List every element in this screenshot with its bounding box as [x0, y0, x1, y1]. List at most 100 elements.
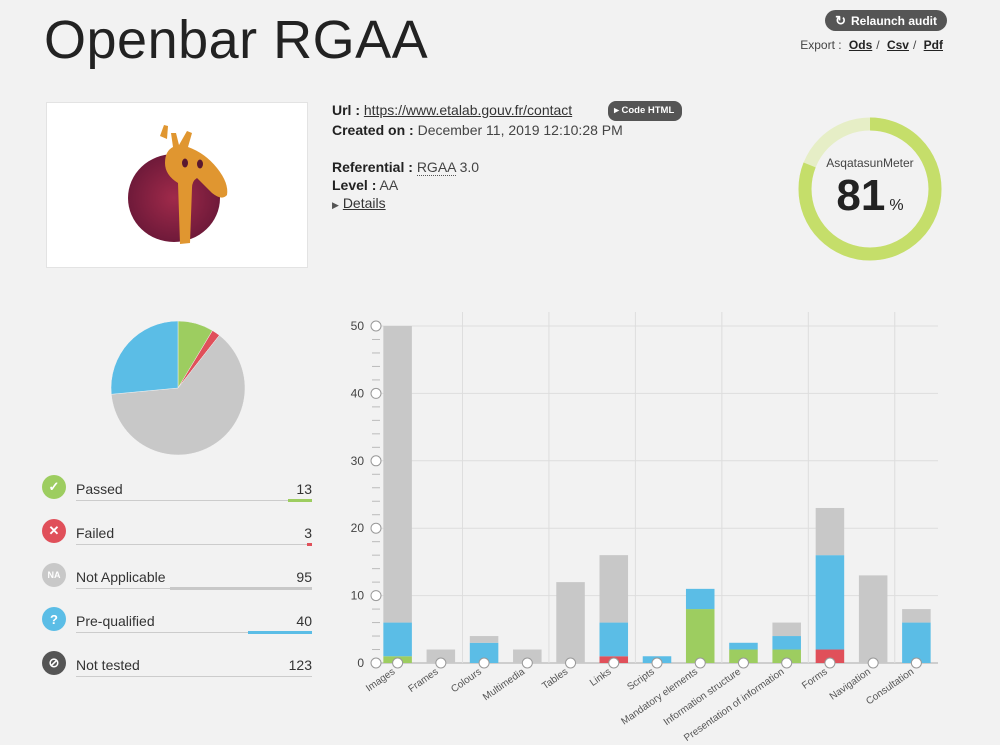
created-value: December 11, 2019 12:10:28 PM	[417, 122, 623, 138]
export-separator: /	[912, 38, 917, 52]
result-proportion-bar	[288, 499, 312, 502]
export-label: Export :	[800, 38, 842, 52]
result-divider	[76, 544, 312, 545]
created-label: Created on :	[332, 122, 414, 138]
bar-not-applicable	[902, 609, 931, 623]
pie-slice-not-applicable	[111, 334, 246, 456]
result-count: 95	[296, 569, 312, 585]
cross-icon: ✕	[42, 519, 66, 543]
result-count: 40	[296, 613, 312, 629]
x-tick-label: Information structure	[662, 666, 744, 728]
x-tick-marker	[651, 657, 663, 669]
x-tick-label: Forms	[800, 666, 830, 691]
result-divider	[76, 676, 312, 677]
url-label: Url :	[332, 102, 360, 118]
x-tick-marker	[478, 657, 490, 669]
x-tick-label: Consultation	[864, 666, 916, 707]
bar-pre-qualified	[772, 636, 801, 650]
result-label: Failed	[76, 525, 115, 541]
y-tick-label: 20	[351, 521, 365, 535]
y-tick-marker	[370, 522, 382, 534]
result-label: Pre-qualified	[76, 613, 155, 629]
level-label: Level :	[332, 177, 377, 193]
code-html-button[interactable]: ▸ Code HTML	[608, 101, 683, 121]
bar-not-applicable	[469, 636, 499, 643]
audit-url-link[interactable]: https://www.etalab.gouv.fr/contact	[363, 102, 573, 118]
x-tick-marker	[824, 657, 836, 669]
not-tested-icon: ⊘	[42, 651, 66, 675]
x-tick-marker	[392, 657, 404, 669]
referential-abbr: RGAA	[416, 159, 456, 176]
x-tick-label: Colours	[449, 666, 484, 695]
site-thumbnail	[46, 102, 308, 268]
y-tick-label: 10	[351, 589, 365, 603]
bar-pre-qualified	[902, 622, 931, 663]
bar-not-applicable	[383, 326, 412, 623]
y-tick-marker	[370, 387, 382, 399]
pie-slice-pre-qualified	[110, 320, 179, 395]
x-tick-label: Multimedia	[481, 666, 527, 703]
results-legend: ✓ Passed 13 ✕ Failed 3 NA Not Applicable 95? Pre-…	[42, 475, 312, 695]
audit-info: Url : https://www.etalab.gouv.fr/contact…	[332, 101, 683, 214]
x-tick-marker	[521, 657, 533, 669]
y-tick-label: 30	[351, 454, 365, 468]
asqatasun-meter: AsqatasunMeter 81%	[796, 115, 944, 263]
bar-not-applicable	[858, 575, 888, 663]
relaunch-audit-button[interactable]: ↻ Relaunch audit	[825, 10, 947, 31]
result-proportion-bar	[170, 587, 312, 590]
result-row: NA Not Applicable 95	[42, 563, 312, 607]
bar-not-applicable	[815, 507, 845, 556]
result-count: 13	[296, 481, 312, 497]
bar-pre-qualified	[685, 588, 715, 610]
x-tick-marker	[608, 657, 620, 669]
x-tick-marker	[565, 657, 577, 669]
check-icon: ✓	[42, 475, 66, 499]
y-tick-label: 50	[351, 319, 365, 333]
triangle-right-icon: ▶	[332, 200, 339, 210]
level-value: AA	[379, 177, 399, 193]
bar-pre-qualified	[815, 555, 845, 650]
export-csv-link[interactable]: Csv	[886, 38, 909, 52]
bar-pre-qualified	[469, 642, 499, 663]
x-tick-label: Frames	[406, 666, 440, 694]
x-tick-marker	[694, 657, 706, 669]
meter-label: AsqatasunMeter	[826, 156, 914, 170]
y-tick-marker	[370, 455, 382, 467]
export-ods-link[interactable]: Ods	[848, 38, 873, 52]
x-tick-label: Images	[364, 666, 397, 694]
export-pdf-link[interactable]: Pdf	[923, 38, 943, 52]
result-label: Not Applicable	[76, 569, 166, 585]
x-tick-label: Scripts	[625, 666, 656, 693]
details-toggle[interactable]: ▶ Details	[332, 194, 682, 214]
result-label: Not tested	[76, 657, 140, 673]
x-tick-marker	[867, 657, 879, 669]
x-tick-marker	[435, 657, 447, 669]
x-tick-label: Mandatory elements	[619, 666, 700, 727]
results-pie-chart	[110, 320, 246, 456]
result-count: 3	[304, 525, 312, 541]
result-divider	[76, 500, 312, 501]
y-tick-label: 0	[357, 656, 364, 670]
bar-not-applicable	[599, 555, 629, 623]
result-row: ? Pre-qualified 40	[42, 607, 312, 651]
bar-pre-qualified	[599, 622, 629, 657]
bar-failed	[815, 649, 845, 663]
meter-unit: %	[889, 197, 904, 214]
refresh-icon: ↻	[835, 12, 846, 28]
x-tick-marker	[910, 657, 922, 669]
details-link[interactable]: Details	[342, 195, 386, 211]
code-html-label: Code HTML	[621, 105, 675, 116]
result-proportion-bar	[307, 543, 312, 546]
y-tick-marker	[370, 320, 382, 332]
bar-not-applicable	[513, 649, 542, 663]
bar-not-applicable	[556, 582, 585, 663]
page-title: Openbar RGAA	[44, 10, 429, 70]
meter-arc	[798, 117, 942, 261]
x-tick-label: Tables	[540, 666, 570, 692]
giraffe-logo-image	[128, 125, 228, 244]
result-row: ✕ Failed 3	[42, 519, 312, 563]
meter-number: 81	[836, 171, 886, 220]
na-icon: NA	[42, 563, 66, 587]
meter-value: 81%	[796, 171, 944, 221]
referential-version: 3.0	[459, 159, 480, 175]
